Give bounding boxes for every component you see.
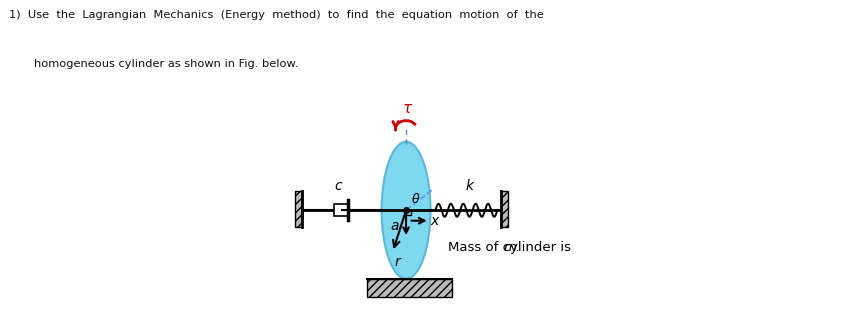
Text: k: k [466,179,474,193]
Text: Mass of cylinder is: Mass of cylinder is [449,241,576,254]
Bar [500,191,508,227]
Text: m.: m. [503,241,520,254]
Bar [295,191,302,227]
Text: a: a [390,219,399,233]
Ellipse shape [381,142,430,279]
Text: r: r [395,255,400,269]
Text: τ: τ [402,101,412,116]
Bar [367,279,452,297]
Text: c: c [334,179,342,193]
Text: x: x [430,214,439,228]
Text: 1)  Use  the  Lagrangian  Mechanics  (Energy  method)  to  find  the  equation  : 1) Use the Lagrangian Mechanics (Energy … [9,10,543,20]
Bar [334,204,348,216]
Text: θ: θ [412,193,419,206]
Text: homogeneous cylinder as shown in Fig. below.: homogeneous cylinder as shown in Fig. be… [34,59,299,69]
